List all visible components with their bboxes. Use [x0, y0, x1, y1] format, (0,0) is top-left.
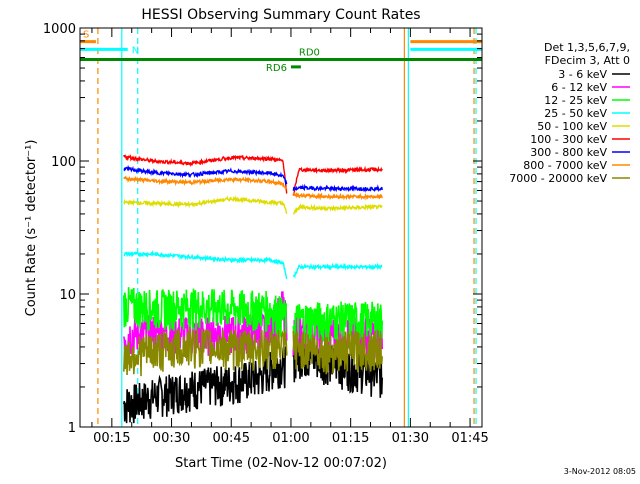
- x-tick-label: 00:15: [93, 431, 130, 446]
- x-tick-label: 00:45: [213, 431, 250, 446]
- y-tick-label: 1000: [43, 22, 76, 37]
- legend-header: Det 1,3,5,6,7,9,: [544, 41, 630, 54]
- flag-label: RD6: [266, 63, 287, 74]
- x-axis-ticks: 00:15 00:30 00:45 01:00 01:15 01:30 01:45: [91, 28, 489, 446]
- y-axis-label: Count Rate (s⁻¹ detector⁻¹): [24, 140, 39, 317]
- series-line-3: [123, 250, 383, 280]
- x-axis-label: Start Time (02-Nov-12 00:07:02): [175, 456, 387, 471]
- flag-label: RD0: [299, 47, 320, 58]
- flag-label: N: [132, 45, 139, 56]
- y-tick-label: 10: [59, 288, 76, 303]
- legend-label: 12 - 25 keV: [544, 94, 607, 107]
- legend-label: 3 - 6 keV: [558, 68, 607, 81]
- timestamp: 3-Nov-2012 08:05: [564, 467, 636, 476]
- flag-bars: S N RD0 RD6: [80, 30, 482, 74]
- series-layer: [123, 154, 383, 424]
- x-tick-label: 01:45: [451, 431, 488, 446]
- chart-title: HESSI Observing Summary Count Rates: [141, 7, 420, 23]
- y-tick-label: 100: [51, 155, 76, 170]
- legend-label: 300 - 800 keV: [530, 146, 607, 159]
- plot-frame: [79, 27, 483, 428]
- flag-label: S: [83, 30, 89, 41]
- vertical-markers: [97, 28, 477, 427]
- x-tick-label: 01:15: [332, 431, 369, 446]
- series-line-5: [123, 154, 383, 196]
- y-tick-label: 1: [68, 421, 76, 436]
- legend-label: 50 - 100 keV: [537, 120, 607, 133]
- y-axis-ticks: 1 10 100 1000: [43, 22, 482, 436]
- x-tick-label: 01:00: [272, 431, 309, 446]
- x-tick-label: 01:30: [392, 431, 429, 446]
- legend-label: 7000 - 20000 keV: [509, 172, 607, 185]
- series-line-8: [123, 326, 383, 377]
- legend-label: 100 - 300 keV: [530, 133, 607, 146]
- legend-label: 25 - 50 keV: [544, 107, 607, 120]
- legend-header: FDecim 3, Att 0: [545, 54, 630, 67]
- x-tick-label: 00:30: [153, 431, 190, 446]
- series-line-7: [123, 175, 383, 201]
- legend: Det 1,3,5,6,7,9,FDecim 3, Att 03 - 6 keV…: [509, 41, 630, 185]
- legend-label: 800 - 7000 keV: [523, 159, 607, 172]
- series-line-4: [123, 195, 383, 215]
- legend-label: 6 - 12 keV: [551, 81, 607, 94]
- series-line-6: [123, 164, 383, 193]
